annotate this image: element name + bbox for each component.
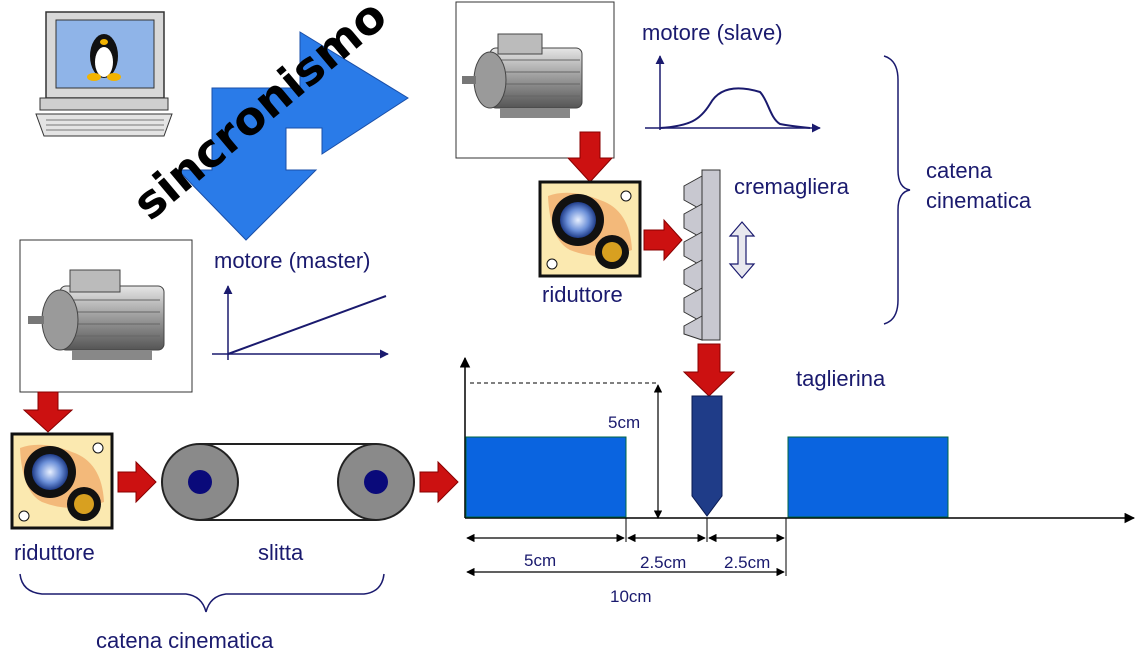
seg2-label: 2.5cm (640, 553, 686, 572)
red-arrow-reducer-rack (643, 218, 683, 262)
material-block-1 (465, 436, 627, 518)
motor-master-icon (19, 239, 193, 393)
belt-slide-icon (161, 443, 415, 521)
riduttore-bottom-label: riduttore (14, 540, 95, 565)
catena-right-label-1: catena (926, 158, 993, 183)
seg1-label: 5cm (524, 551, 556, 570)
gear-reducer-bottom-icon (10, 432, 114, 530)
motore-slave-label: motore (slave) (642, 20, 783, 45)
rack-icon (683, 169, 721, 341)
bottom-brace (19, 573, 385, 613)
red-arrow-belt-material (419, 460, 459, 504)
riduttore-top-label: riduttore (542, 282, 623, 307)
red-arrow-slave-down (566, 131, 614, 183)
cutter-blade (691, 395, 723, 517)
motore-master-label: motore (master) (214, 248, 370, 273)
red-arrow-master-down (22, 391, 74, 433)
catena-right-label-2: cinematica (926, 188, 1032, 213)
catena-bottom-label: catena cinematica (96, 628, 274, 653)
cutting-axes (459, 356, 1136, 524)
material-block-2 (787, 436, 949, 518)
height-label: 5cm (608, 413, 640, 432)
vertical-motion-arrow (728, 221, 756, 279)
cremagliera-label: cremagliera (734, 174, 850, 199)
taglierina-label: taglierina (796, 366, 886, 391)
red-arrow-rack-blade (682, 343, 736, 397)
slitta-label: slitta (258, 540, 304, 565)
seg3-label: 2.5cm (724, 553, 770, 572)
right-brace (883, 55, 911, 325)
red-arrow-reducer-belt (117, 460, 157, 504)
master-motion-plot (212, 285, 389, 360)
linux-computer-icon (35, 11, 173, 137)
slave-motion-plot (645, 55, 821, 133)
sync-double-arrow (176, 31, 409, 241)
total-label: 10cm (610, 587, 652, 606)
gear-reducer-top-icon (538, 180, 642, 278)
